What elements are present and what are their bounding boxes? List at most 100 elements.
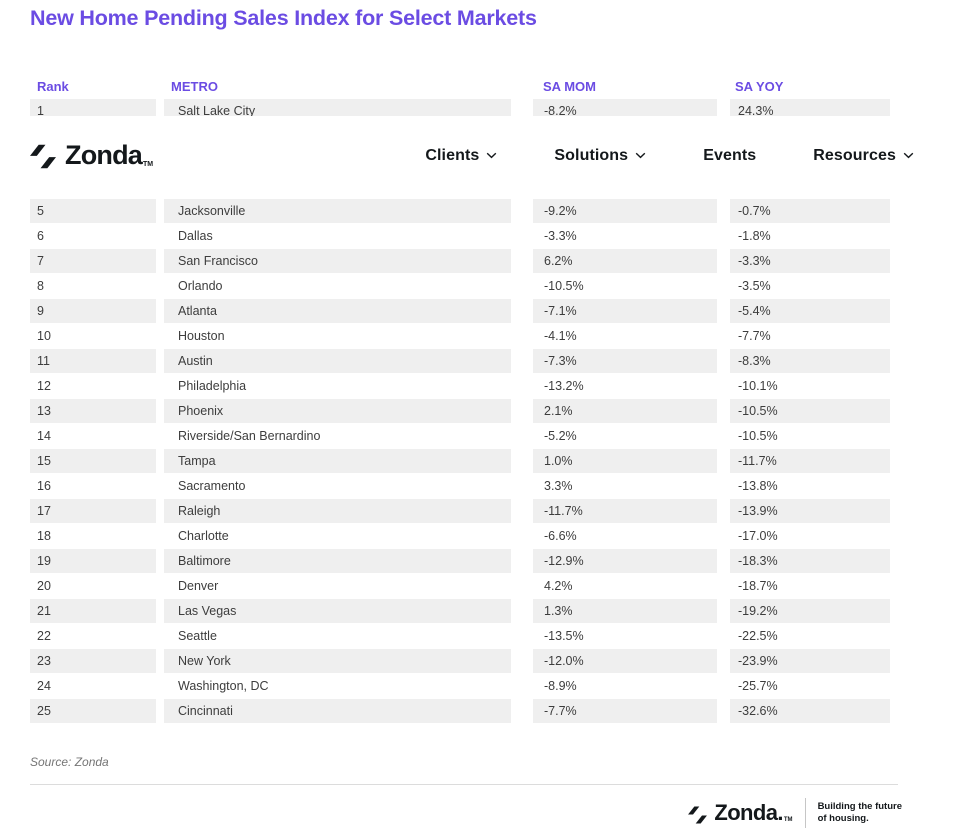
table-row: 14 Riverside/San Bernardino -5.2% -10.5% — [30, 424, 890, 448]
sa-yoy-cell: -1.8% — [738, 229, 771, 243]
sa-yoy-cell: -8.3% — [730, 349, 890, 373]
chevron-down-icon — [635, 152, 646, 159]
rank-cell: 5 — [30, 199, 156, 223]
zonda-logo-icon — [688, 805, 708, 824]
metro-cell: Atlanta — [164, 299, 511, 323]
metro-cell: Las Vegas — [164, 599, 511, 623]
sa-mom-cell: 2.1% — [533, 399, 717, 423]
table-row: 10 Houston -4.1% -7.7% — [30, 324, 890, 348]
rank-cell: 23 — [30, 649, 156, 673]
rank-cell: 16 — [37, 479, 51, 493]
table-row: 15 Tampa 1.0% -11.7% — [30, 449, 890, 473]
sa-mom-cell: -7.3% — [533, 349, 717, 373]
rank-cell: 9 — [30, 299, 156, 323]
sa-mom-cell: 3.3% — [544, 479, 573, 493]
sa-mom-cell: -12.0% — [533, 649, 717, 673]
metro-cell: Raleigh — [164, 499, 511, 523]
sa-yoy-cell: -23.9% — [730, 649, 890, 673]
nav-item-label: Clients — [425, 146, 480, 164]
footer-divider — [30, 784, 898, 785]
table-row: 23 New York -12.0% -23.9% — [30, 649, 890, 673]
metro-cell: Philadelphia — [178, 379, 247, 393]
rank-cell: 8 — [37, 279, 44, 293]
metro-cell: Denver — [178, 579, 219, 593]
table-row: 12 Philadelphia -13.2% -10.1% — [30, 374, 890, 398]
sa-mom-cell: -5.2% — [544, 429, 577, 443]
sa-yoy-cell: -0.7% — [730, 199, 890, 223]
trademark-symbol: TM — [143, 161, 154, 168]
footer-zonda-logo-text: Zonda. — [714, 799, 783, 825]
sa-mom-cell: -12.9% — [533, 549, 717, 573]
table-row: 8 Orlando -10.5% -3.5% — [30, 274, 890, 298]
sa-yoy-cell: -18.7% — [738, 579, 778, 593]
metro-cell: Charlotte — [178, 529, 229, 543]
table-row: 20 Denver 4.2% -18.7% — [30, 574, 890, 598]
metro-cell: Houston — [178, 329, 225, 343]
rank-cell: 19 — [30, 549, 156, 573]
sa-yoy-cell: -3.3% — [730, 249, 890, 273]
zonda-logo-text: Zonda — [65, 140, 143, 170]
sa-mom-cell: -11.7% — [533, 499, 717, 523]
sa-yoy-cell: -19.2% — [730, 599, 890, 623]
rank-cell: 14 — [37, 429, 51, 443]
page-title: New Home Pending Sales Index for Select … — [30, 6, 537, 30]
rank-cell: 20 — [37, 579, 51, 593]
rank-cell: 10 — [37, 329, 51, 343]
chevron-down-icon — [903, 152, 914, 159]
sa-yoy-cell: -18.3% — [730, 549, 890, 573]
footer-tagline-line2: of housing. — [817, 813, 869, 824]
nav-item-resources[interactable]: Resources — [813, 147, 914, 165]
sa-yoy-cell: -17.0% — [738, 529, 778, 543]
nav-item-clients[interactable]: Clients — [425, 147, 497, 165]
sa-mom-cell: -4.1% — [544, 329, 577, 343]
sa-mom-cell: -13.5% — [544, 629, 584, 643]
footer-brand: Zonda. TM Building the future of housing… — [688, 796, 902, 830]
metro-cell: Phoenix — [164, 399, 511, 423]
pending-sales-table: Rank METRO SA MOM SA YOY 1 Salt Lake Cit… — [30, 75, 890, 724]
sa-mom-cell: 1.0% — [533, 449, 717, 473]
metro-cell: Seattle — [178, 629, 217, 643]
zonda-logo[interactable]: Zonda TM — [30, 142, 153, 169]
sa-mom-cell: -8.9% — [544, 679, 577, 693]
sa-yoy-cell: -10.5% — [738, 429, 778, 443]
table-row: 7 San Francisco 6.2% -3.3% — [30, 249, 890, 273]
sa-yoy-cell: -22.5% — [738, 629, 778, 643]
sa-yoy-cell: -11.7% — [730, 449, 890, 473]
table-row: 19 Baltimore -12.9% -18.3% — [30, 549, 890, 573]
metro-cell: Washington, DC — [178, 679, 269, 693]
table-row: 13 Phoenix 2.1% -10.5% — [30, 399, 890, 423]
table-row: 22 Seattle -13.5% -22.5% — [30, 624, 890, 648]
metro-cell: Cincinnati — [164, 699, 511, 723]
zonda-logo-icon — [30, 144, 56, 169]
metro-cell: Sacramento — [178, 479, 246, 493]
rank-cell: 7 — [30, 249, 156, 273]
sa-mom-cell: 4.2% — [544, 579, 573, 593]
sa-mom-cell: 1.3% — [533, 599, 717, 623]
sa-mom-cell: -13.2% — [544, 379, 584, 393]
metro-cell: New York — [164, 649, 511, 673]
rank-cell: 22 — [37, 629, 51, 643]
sa-yoy-cell: -7.7% — [738, 329, 771, 343]
nav-item-solutions[interactable]: Solutions — [554, 147, 646, 165]
rank-cell: 25 — [30, 699, 156, 723]
chevron-down-icon — [487, 152, 497, 159]
footer-tagline: Building the future of housing. — [818, 801, 902, 826]
sa-yoy-cell: -10.5% — [730, 399, 890, 423]
metro-cell: San Francisco — [164, 249, 511, 273]
nav-item-label: Solutions — [554, 146, 629, 164]
column-header-rank: Rank — [37, 79, 69, 94]
sa-yoy-cell: -13.8% — [738, 479, 778, 493]
footer-zonda-logo: Zonda. TM — [688, 799, 793, 825]
table-row: 24 Washington, DC -8.9% -25.7% — [30, 674, 890, 698]
metro-cell: Baltimore — [164, 549, 511, 573]
rank-cell: 12 — [37, 379, 51, 393]
trademark-symbol: TM — [783, 816, 793, 823]
nav-item-events[interactable]: Events — [703, 147, 756, 165]
table-row: 17 Raleigh -11.7% -13.9% — [30, 499, 890, 523]
sa-yoy-cell: -3.5% — [738, 279, 771, 293]
column-header-sa-mom: SA MOM — [543, 79, 596, 94]
sa-mom-cell: -6.6% — [544, 529, 577, 543]
sa-mom-cell: -3.3% — [544, 229, 577, 243]
rank-cell: 6 — [37, 229, 44, 243]
